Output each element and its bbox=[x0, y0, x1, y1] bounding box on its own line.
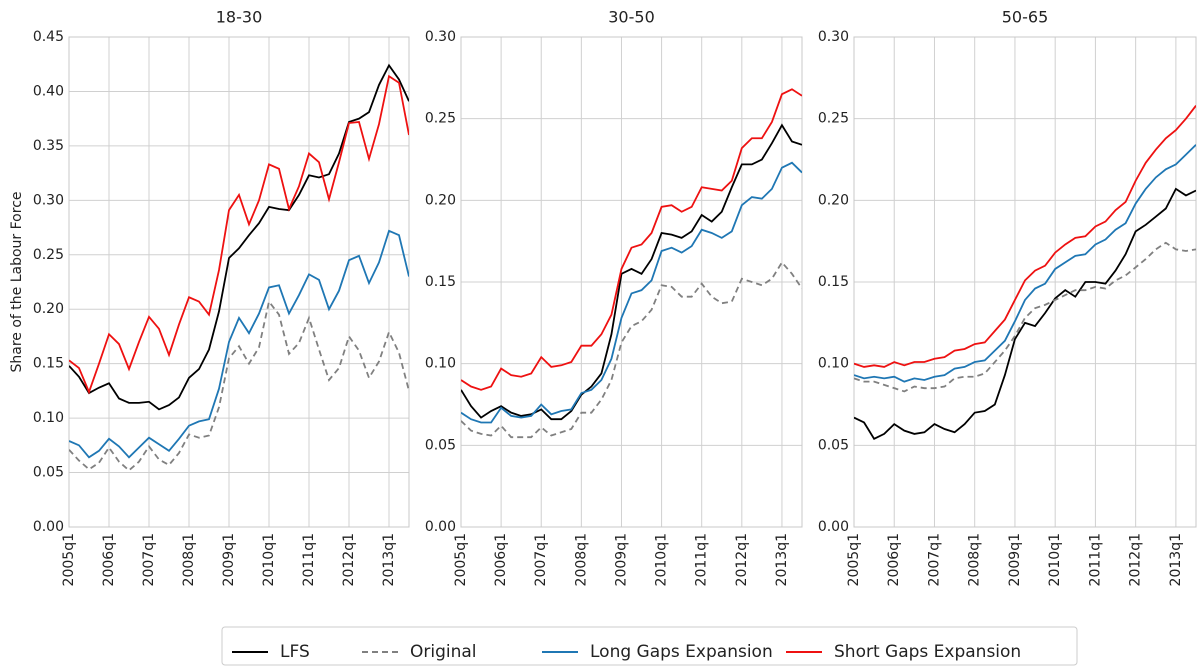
series-line bbox=[461, 260, 802, 439]
panel-title: 18-30 bbox=[216, 8, 263, 27]
x-tick-label: 2008q1 bbox=[967, 533, 983, 586]
y-tick-label: 0.10 bbox=[33, 410, 64, 426]
y-tick-label: 0.15 bbox=[818, 274, 849, 290]
x-tick-label: 2010q1 bbox=[654, 533, 670, 586]
y-tick-label: 0.10 bbox=[425, 356, 456, 372]
x-tick-label: 2008q1 bbox=[181, 533, 197, 586]
panel-title: 30-50 bbox=[608, 8, 655, 27]
x-tick-label: 2010q1 bbox=[1047, 533, 1063, 586]
series-line bbox=[854, 187, 1196, 440]
series-line bbox=[69, 74, 409, 395]
legend-label: LFS bbox=[280, 642, 310, 662]
y-tick-label: 0.05 bbox=[818, 437, 849, 453]
series-line bbox=[461, 161, 802, 424]
x-tick-label: 2013q1 bbox=[381, 533, 397, 586]
x-tick-label: 2010q1 bbox=[261, 533, 277, 586]
x-tick-label: 2005q1 bbox=[846, 533, 862, 586]
x-tick-label: 2011q1 bbox=[694, 533, 710, 586]
x-tick-label: 2006q1 bbox=[101, 533, 117, 586]
y-tick-label: 0.10 bbox=[818, 356, 849, 372]
y-tick-label: 0.45 bbox=[33, 29, 64, 45]
x-tick-label: 2013q1 bbox=[1168, 533, 1184, 586]
series-line bbox=[69, 229, 409, 459]
series-line bbox=[69, 299, 409, 472]
y-tick-label: 0.30 bbox=[425, 29, 456, 45]
x-tick-label: 2011q1 bbox=[301, 533, 317, 586]
series-line bbox=[854, 144, 1196, 383]
x-tick-label: 2007q1 bbox=[141, 533, 157, 586]
y-tick-label: 0.40 bbox=[33, 83, 64, 99]
x-tick-label: 2006q1 bbox=[493, 533, 509, 586]
x-tick-label: 2009q1 bbox=[221, 533, 237, 586]
series-line bbox=[69, 63, 409, 411]
y-tick-label: 0.25 bbox=[818, 111, 849, 127]
y-tick-label: 0.20 bbox=[425, 192, 456, 208]
y-tick-label: 0.15 bbox=[33, 356, 64, 372]
x-tick-label: 2009q1 bbox=[613, 533, 629, 586]
y-tick-label: 0.25 bbox=[33, 247, 64, 263]
y-tick-label: 0.35 bbox=[33, 138, 64, 154]
legend-label: Short Gaps Expansion bbox=[834, 642, 1021, 662]
x-tick-label: 2005q1 bbox=[61, 533, 77, 586]
x-tick-label: 2007q1 bbox=[926, 533, 942, 586]
y-axis-label: Share of the Labour Force bbox=[9, 191, 25, 372]
x-tick-label: 2012q1 bbox=[341, 533, 357, 586]
y-tick-label: 0.05 bbox=[425, 437, 456, 453]
y-tick-label: 0.00 bbox=[425, 519, 456, 535]
x-tick-label: 2007q1 bbox=[533, 533, 549, 586]
x-tick-label: 2006q1 bbox=[886, 533, 902, 586]
y-tick-label: 0.30 bbox=[818, 29, 849, 45]
y-tick-label: 0.00 bbox=[818, 519, 849, 535]
plot-frame bbox=[68, 36, 410, 528]
y-tick-label: 0.20 bbox=[33, 301, 64, 317]
series-line bbox=[461, 123, 802, 421]
y-tick-label: 0.00 bbox=[33, 519, 64, 535]
x-tick-label: 2012q1 bbox=[1128, 533, 1144, 586]
plot-frame bbox=[460, 36, 803, 528]
x-tick-label: 2011q1 bbox=[1087, 533, 1103, 586]
series-line bbox=[854, 241, 1196, 393]
panel-title: 50-65 bbox=[1002, 8, 1049, 27]
y-tick-label: 0.05 bbox=[33, 465, 64, 481]
x-tick-label: 2013q1 bbox=[774, 533, 790, 586]
x-tick-label: 2009q1 bbox=[1007, 533, 1023, 586]
legend-box bbox=[221, 626, 1078, 666]
legend-label: Original bbox=[410, 642, 477, 662]
x-tick-label: 2005q1 bbox=[453, 533, 469, 586]
series-line bbox=[461, 88, 802, 391]
x-tick-label: 2012q1 bbox=[734, 533, 750, 586]
series-line bbox=[854, 105, 1196, 368]
plot-frame bbox=[853, 36, 1197, 528]
y-tick-label: 0.30 bbox=[33, 192, 64, 208]
x-tick-label: 2008q1 bbox=[573, 533, 589, 586]
y-tick-label: 0.15 bbox=[425, 274, 456, 290]
legend-label: Long Gaps Expansion bbox=[590, 642, 773, 662]
y-tick-label: 0.25 bbox=[425, 111, 456, 127]
y-tick-label: 0.20 bbox=[818, 192, 849, 208]
